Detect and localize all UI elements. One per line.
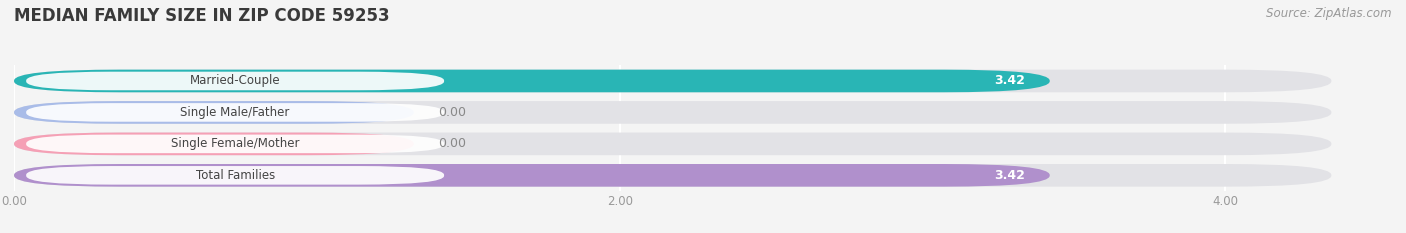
Text: Single Female/Mother: Single Female/Mother xyxy=(172,137,299,150)
FancyBboxPatch shape xyxy=(27,166,444,185)
FancyBboxPatch shape xyxy=(27,135,444,153)
Text: 3.42: 3.42 xyxy=(994,75,1025,87)
FancyBboxPatch shape xyxy=(14,70,1331,92)
FancyBboxPatch shape xyxy=(14,70,1050,92)
Text: Total Families: Total Families xyxy=(195,169,274,182)
FancyBboxPatch shape xyxy=(27,72,444,90)
FancyBboxPatch shape xyxy=(27,103,444,122)
FancyBboxPatch shape xyxy=(14,101,413,124)
Text: Married-Couple: Married-Couple xyxy=(190,75,280,87)
FancyBboxPatch shape xyxy=(14,133,413,155)
Text: 0.00: 0.00 xyxy=(439,106,465,119)
Text: MEDIAN FAMILY SIZE IN ZIP CODE 59253: MEDIAN FAMILY SIZE IN ZIP CODE 59253 xyxy=(14,7,389,25)
Text: 0.00: 0.00 xyxy=(439,137,465,150)
FancyBboxPatch shape xyxy=(14,133,1331,155)
FancyBboxPatch shape xyxy=(14,164,1331,187)
Text: 3.42: 3.42 xyxy=(994,169,1025,182)
FancyBboxPatch shape xyxy=(14,164,1050,187)
FancyBboxPatch shape xyxy=(14,101,1331,124)
Text: Source: ZipAtlas.com: Source: ZipAtlas.com xyxy=(1267,7,1392,20)
Text: Single Male/Father: Single Male/Father xyxy=(180,106,290,119)
